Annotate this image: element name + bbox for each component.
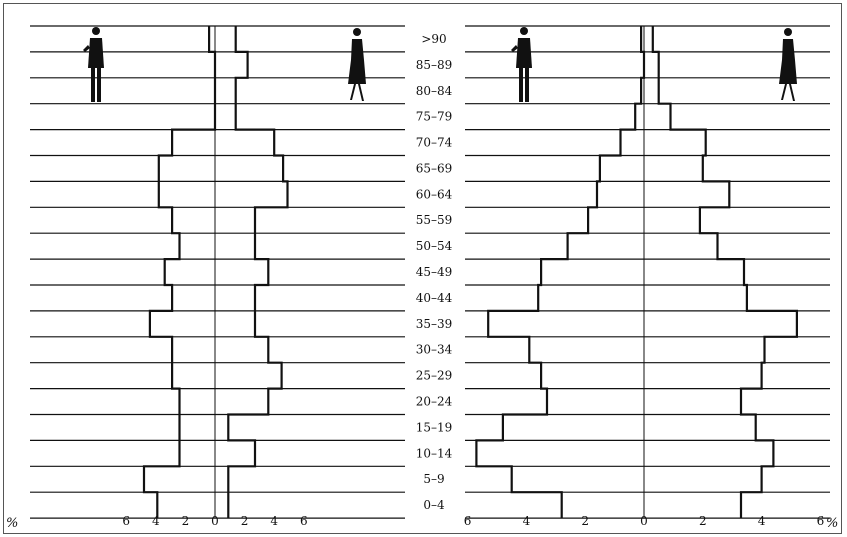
- x-tick-label: 6: [122, 514, 130, 528]
- age-group-label: 85–89: [416, 58, 453, 72]
- x-tick-label: 6: [464, 514, 472, 528]
- age-group-label: 75–79: [416, 110, 453, 124]
- age-row-lines: [30, 25, 830, 519]
- x-tick-label: 4: [152, 514, 160, 528]
- age-group-label: 50–54: [416, 239, 453, 253]
- x-tick-label: 2: [182, 514, 190, 528]
- left-panel-female-outline: [227, 26, 289, 519]
- x-tick-label: 4: [758, 514, 766, 528]
- person-icons: [83, 27, 797, 102]
- age-group-label: 30–34: [416, 343, 453, 357]
- right-panel-female-outline: [651, 26, 798, 519]
- x-tick-labels: 6 4 2 0 2 4 6 6 4 2 0 2 4 6: [122, 514, 824, 528]
- age-group-label: 15–19: [416, 420, 453, 434]
- age-group-labels: >90 85–89 80–84 75–79 70–74 65–69 60–64 55–59 50…: [416, 32, 453, 512]
- left-panel-male-outline: [142, 26, 217, 519]
- woman-silhouette-icon: [348, 28, 366, 101]
- age-group-label: 60–64: [416, 187, 453, 201]
- age-group-label: 25–29: [416, 369, 453, 383]
- x-tick-label: 6: [300, 514, 308, 528]
- figure-frame: [3, 3, 842, 534]
- age-group-label: 40–44: [416, 291, 453, 305]
- man-silhouette-icon: [83, 27, 104, 102]
- age-group-label: >90: [421, 32, 446, 46]
- age-group-label: 20–24: [416, 395, 453, 409]
- man-silhouette-icon: [511, 27, 532, 102]
- x-tick-label: 4: [270, 514, 278, 528]
- x-tick-label: 4: [523, 514, 531, 528]
- age-group-label: 55–59: [416, 213, 453, 227]
- unit-label-left: %: [6, 516, 18, 531]
- right-panel-male-outline: [475, 26, 646, 519]
- x-tick-label: 2: [699, 514, 707, 528]
- unit-label-right: %: [826, 516, 838, 531]
- x-tick-label: 0: [211, 514, 219, 528]
- age-group-label: 65–69: [416, 161, 453, 175]
- age-group-label: 45–49: [416, 265, 453, 279]
- age-group-label: 0–4: [423, 498, 445, 512]
- age-group-label: 35–39: [416, 317, 453, 331]
- pyramid-outlines: [142, 26, 798, 519]
- age-group-label: 80–84: [416, 84, 453, 98]
- age-group-label: 10–14: [416, 446, 453, 460]
- woman-silhouette-icon: [779, 28, 797, 101]
- x-tick-label: 2: [241, 514, 249, 528]
- x-tick-label: 0: [640, 514, 648, 528]
- age-group-label: 5–9: [423, 472, 444, 486]
- x-tick-label: 6: [817, 514, 825, 528]
- x-tick-label: 2: [581, 514, 589, 528]
- age-group-label: 70–74: [416, 136, 453, 150]
